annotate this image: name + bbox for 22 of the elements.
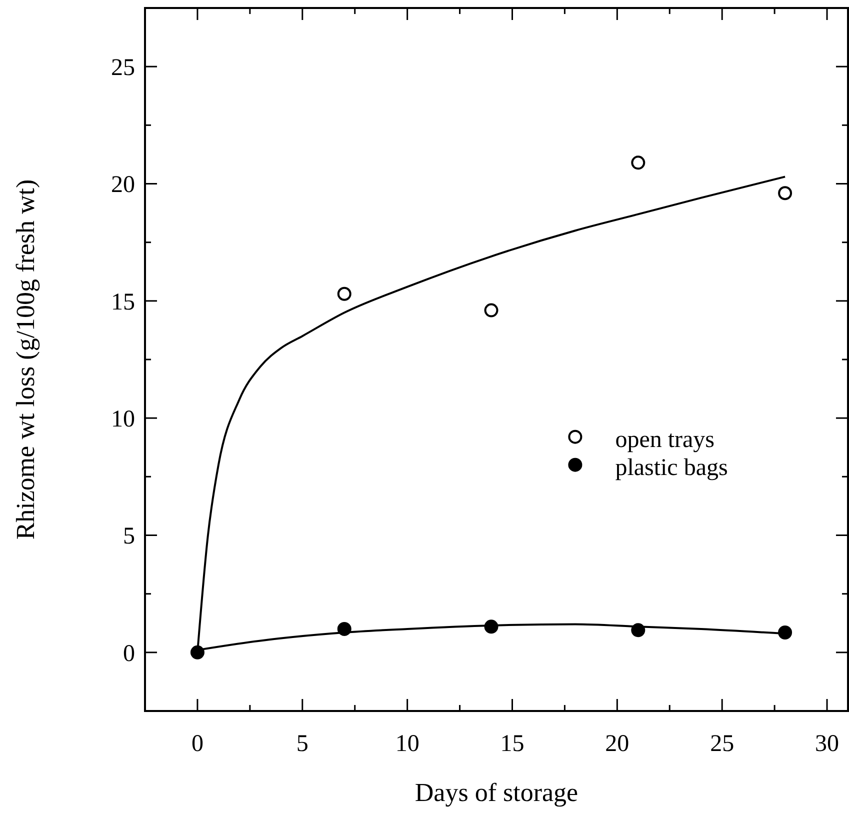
y-tick-label: 20 [111, 172, 135, 198]
y-tick-label: 5 [123, 524, 135, 550]
x-tick-label: 20 [605, 731, 630, 757]
point [778, 626, 792, 640]
x-tick-label: 30 [815, 731, 840, 757]
point [778, 186, 792, 200]
y-tick-label: 10 [111, 406, 135, 432]
point [484, 303, 498, 318]
point [337, 286, 352, 301]
x-tick-label: 25 [710, 731, 734, 757]
y-tick-label: 15 [111, 289, 135, 316]
x-tick-label: 15 [500, 731, 524, 757]
y-tick-label: 0 [123, 640, 135, 667]
x-tick-label: 0 [191, 731, 204, 757]
legend-label: plastic bags [615, 454, 728, 481]
point [631, 156, 646, 170]
x-axis-title: Days of storage [414, 778, 578, 807]
x-tick-label: 5 [296, 731, 308, 757]
x-tick-label: 10 [395, 731, 420, 757]
y-tick-label: 25 [111, 54, 135, 81]
legend-label: open trays [615, 426, 715, 453]
y-axis-title: Rhizome wt loss (g/100g fresh wt) [11, 179, 40, 540]
